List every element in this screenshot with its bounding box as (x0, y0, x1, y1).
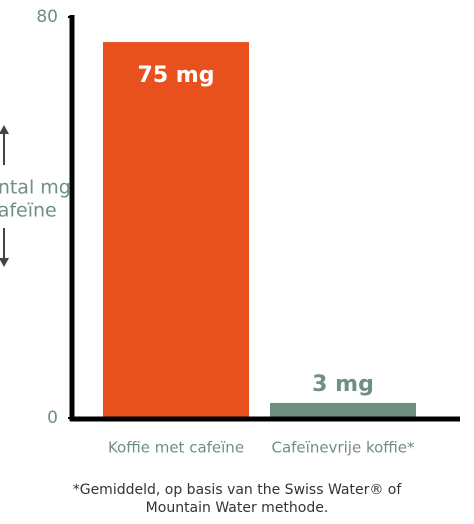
y-tick-label: 80 (36, 7, 58, 27)
bar (270, 402, 416, 418)
y-label-arrows (0, 125, 9, 267)
footnote: Mountain Water methode. (146, 500, 329, 516)
y-axis-label: Aantal mg (0, 177, 71, 199)
value-label: 3 mg (312, 372, 374, 397)
bar (103, 42, 249, 418)
y-axis-label: cafeïne (0, 200, 57, 222)
y-tick-label: 0 (47, 408, 58, 428)
x-tick-label: Cafeïnevrije koffie* (271, 439, 415, 457)
footnote: *Gemiddeld, op basis van the Swiss Water… (73, 482, 403, 498)
value-label: 75 mg (138, 63, 215, 88)
x-tick-label: Koffie met cafeïne (108, 439, 244, 457)
